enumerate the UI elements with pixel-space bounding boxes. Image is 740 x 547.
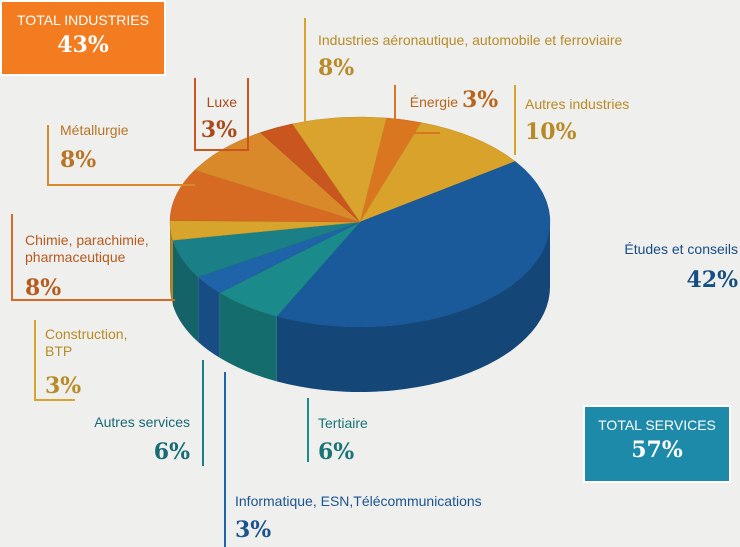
total-value: 43% (57, 32, 109, 58)
slice-side (219, 292, 277, 382)
slice (292, 116, 387, 223)
slice (169, 169, 361, 223)
slice-value: 6% (318, 439, 355, 465)
slice-label: Études et conseils (624, 241, 738, 257)
slice-value: 8% (60, 147, 97, 173)
slice-value: 8% (318, 55, 355, 81)
slice-value: 3% (200, 117, 237, 143)
slice-label: Construction, BTP (45, 326, 128, 359)
slice-label: Industries aéronautique, automobile et f… (318, 32, 623, 48)
leader-line (394, 85, 440, 134)
slice-value: 3% (235, 517, 272, 543)
slice-value: 10% (525, 119, 577, 145)
slice-side (198, 277, 220, 358)
slice-side (276, 222, 550, 393)
slice-value: 42% (686, 267, 738, 293)
total-box: TOTAL SERVICES 57% (583, 405, 731, 483)
slice-label: Tertiaire (318, 415, 368, 431)
leader-line (11, 214, 175, 301)
slice-value: 3% (462, 87, 499, 113)
slice-label: Autres industries (525, 96, 630, 112)
total-label: TOTAL SERVICES (598, 417, 716, 433)
slice-label: Luxe (206, 94, 237, 110)
total-box: TOTAL INDUSTRIES 43% (0, 0, 166, 76)
total-label: TOTAL INDUSTRIES (17, 12, 149, 28)
leader-line (34, 320, 75, 401)
slice (359, 122, 516, 223)
slice (276, 161, 551, 328)
slice-label: Métallurgie (60, 122, 129, 138)
slice-side (172, 240, 199, 343)
leader-line (47, 125, 195, 186)
slice-label: Énergie (409, 94, 458, 110)
leader-line (194, 78, 249, 151)
slice-label: Autres services (94, 414, 190, 430)
slice-side (170, 222, 173, 306)
slice-value: 6% (153, 439, 190, 465)
slice-value: 3% (45, 373, 82, 399)
slice-label: Chimie, parachimie, pharmaceutique (25, 232, 149, 265)
slice-value: 8% (25, 275, 62, 301)
total-value: 57% (631, 437, 683, 463)
slice-label: Informatique, ESN,Télécommunications (235, 493, 482, 509)
leader-line (304, 18, 320, 139)
